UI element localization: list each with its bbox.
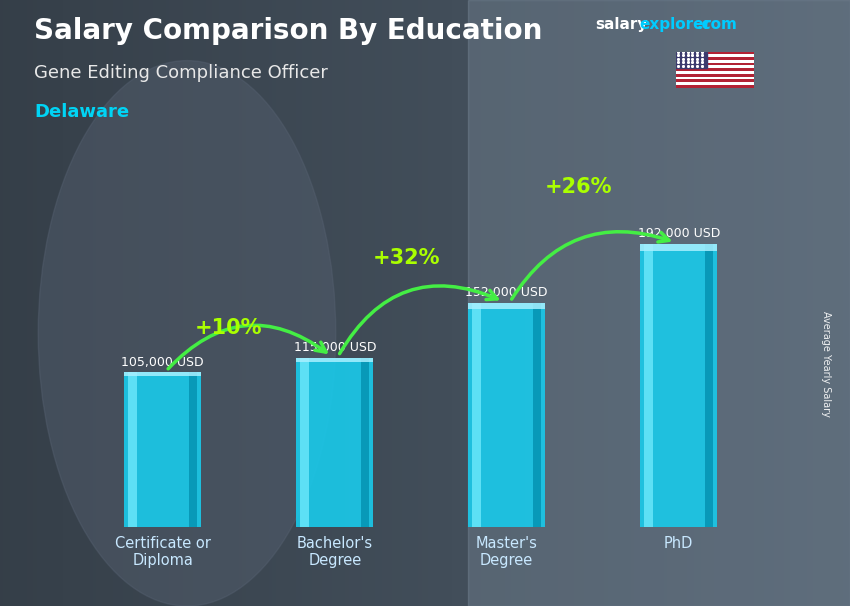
Bar [640, 244, 717, 251]
Bar [676, 52, 754, 55]
Bar [676, 60, 754, 62]
Bar [705, 244, 713, 527]
Bar [676, 77, 754, 79]
Bar [468, 0, 850, 606]
Text: 105,000 USD: 105,000 USD [122, 356, 204, 368]
Bar [360, 358, 369, 527]
Bar [296, 358, 373, 362]
Bar [676, 79, 754, 82]
Bar [640, 244, 717, 527]
Bar [676, 85, 754, 88]
Bar [644, 244, 653, 527]
Text: Salary Comparison By Education: Salary Comparison By Education [34, 17, 542, 45]
Bar [676, 52, 707, 68]
Bar [676, 55, 754, 57]
Bar [128, 372, 137, 527]
Text: +10%: +10% [195, 318, 262, 338]
Text: 152,000 USD: 152,000 USD [466, 286, 548, 299]
Text: salary: salary [595, 17, 648, 32]
Text: +32%: +32% [373, 248, 441, 268]
Bar [676, 62, 754, 65]
Ellipse shape [38, 61, 336, 606]
Text: 115,000 USD: 115,000 USD [293, 341, 376, 354]
Text: Delaware: Delaware [34, 103, 129, 121]
Bar [473, 303, 481, 527]
Bar [189, 372, 197, 527]
Bar [533, 303, 541, 527]
Bar [676, 57, 754, 60]
Bar [676, 71, 754, 74]
Bar [124, 372, 201, 527]
Text: 192,000 USD: 192,000 USD [638, 227, 720, 240]
Bar [676, 74, 754, 77]
Bar [676, 65, 754, 68]
Text: explorer: explorer [639, 17, 711, 32]
Bar [124, 372, 201, 376]
Bar [300, 358, 309, 527]
Bar [468, 303, 546, 308]
Text: Gene Editing Compliance Officer: Gene Editing Compliance Officer [34, 64, 328, 82]
Bar [296, 358, 373, 527]
Text: +26%: +26% [545, 177, 613, 197]
Text: .com: .com [697, 17, 738, 32]
Bar [676, 68, 754, 71]
Text: Average Yearly Salary: Average Yearly Salary [821, 311, 831, 416]
Bar [468, 303, 546, 527]
Bar [676, 82, 754, 85]
